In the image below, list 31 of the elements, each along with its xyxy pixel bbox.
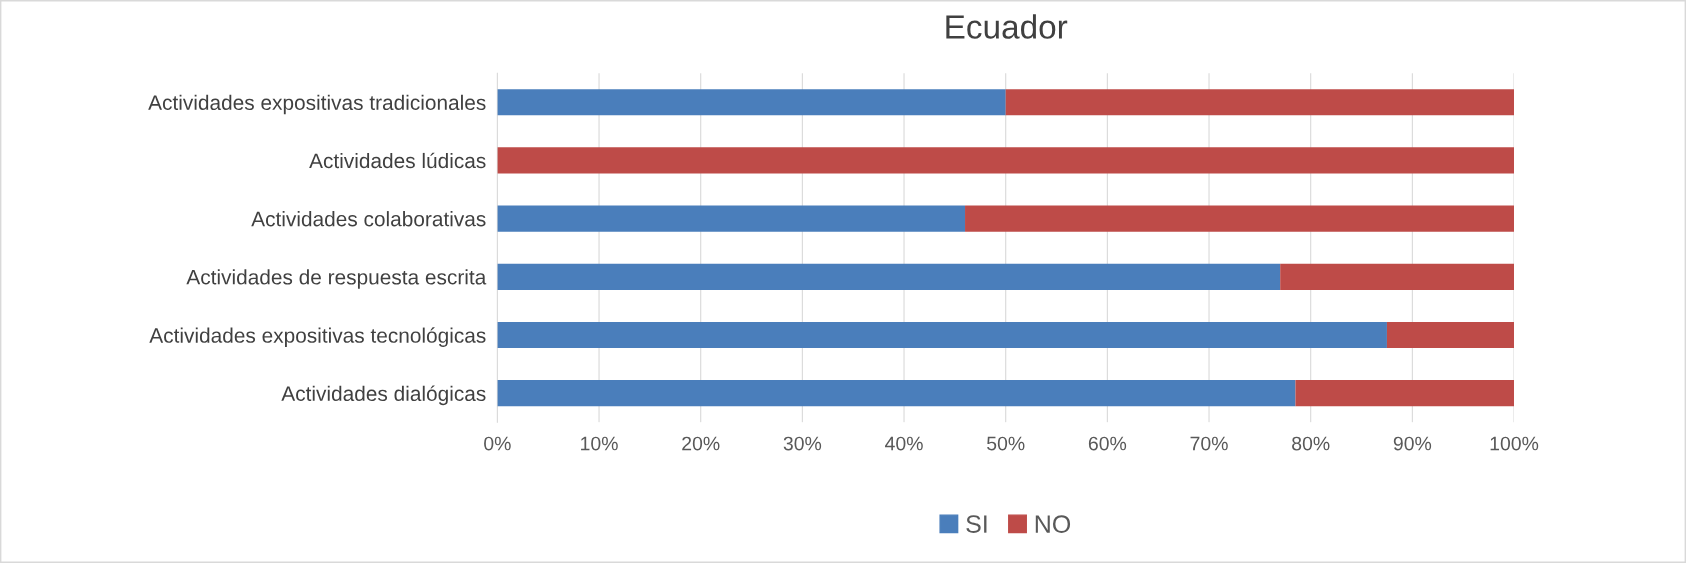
bar <box>497 89 1006 116</box>
x-tick-label: 90% <box>1393 436 1432 451</box>
x-tick-label: 10% <box>581 436 618 451</box>
bar <box>1386 321 1515 349</box>
bar <box>965 205 1515 232</box>
bar <box>497 263 1281 290</box>
y-tick-label: Actividades colaborativas <box>251 211 486 227</box>
x-tick-label: 0% <box>484 436 511 451</box>
y-tick-label: Actividades de respuesta escrita <box>186 269 487 289</box>
bar <box>1005 89 1515 116</box>
x-tick-label: 30% <box>783 436 822 451</box>
x-tick-label: 50% <box>987 436 1025 451</box>
x-tick-label: 60% <box>1088 436 1127 451</box>
bar <box>497 380 1296 407</box>
x-tick-label: 20% <box>682 436 720 451</box>
y-tick-label: Actividades lúdicas <box>309 152 486 169</box>
bar <box>497 147 1515 174</box>
x-tick-label: 70% <box>1190 436 1228 451</box>
x-tick-label: 100% <box>1490 436 1539 451</box>
legend-label: SI <box>966 515 987 533</box>
y-tick-label: Actividades dialógicas <box>281 385 486 406</box>
bar <box>1295 380 1515 407</box>
x-tick-label: 40% <box>885 436 923 451</box>
bar <box>497 205 966 232</box>
chart-title: Ecuador <box>946 14 1068 39</box>
x-tick-label: 80% <box>1292 436 1330 451</box>
y-tick-label: Actividades expositivas tecnológicas <box>149 327 486 347</box>
bar <box>1280 263 1515 290</box>
y-tick-label: Actividades expositivas tradicionales <box>148 94 486 115</box>
legend-label: NO <box>1035 515 1071 533</box>
bar <box>497 321 1387 349</box>
